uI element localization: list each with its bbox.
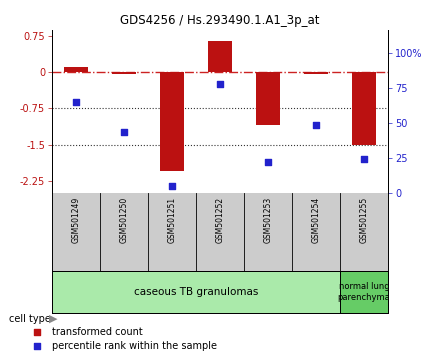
Text: GSM501255: GSM501255: [359, 197, 369, 243]
Point: [73, 99, 80, 105]
Bar: [340, 271, 388, 313]
Point: [264, 159, 271, 165]
Bar: [256, 72, 280, 125]
Text: GSM501249: GSM501249: [71, 197, 80, 243]
Text: GSM501254: GSM501254: [311, 197, 320, 243]
Bar: [352, 72, 376, 145]
Text: GSM501253: GSM501253: [264, 197, 273, 243]
Point: [33, 343, 40, 349]
Text: ▶: ▶: [49, 314, 58, 324]
Bar: [52, 271, 340, 313]
Point: [120, 129, 127, 135]
Text: transformed count: transformed count: [52, 327, 142, 337]
Point: [169, 183, 175, 189]
Bar: [208, 41, 232, 72]
Point: [33, 329, 40, 335]
Point: [217, 81, 224, 87]
Text: caseous TB granulomas: caseous TB granulomas: [134, 287, 258, 297]
Point: [361, 156, 368, 162]
Text: cell type: cell type: [9, 314, 50, 324]
Point: [313, 122, 319, 127]
Bar: [304, 72, 328, 74]
Text: GSM501250: GSM501250: [120, 197, 129, 243]
Bar: [64, 67, 88, 72]
Text: normal lung
parenchyma: normal lung parenchyma: [338, 282, 390, 302]
Title: GDS4256 / Hs.293490.1.A1_3p_at: GDS4256 / Hs.293490.1.A1_3p_at: [120, 15, 320, 28]
Text: GSM501252: GSM501252: [215, 197, 224, 243]
Bar: [112, 72, 136, 74]
Bar: [160, 72, 184, 171]
Text: percentile rank within the sample: percentile rank within the sample: [52, 341, 217, 351]
Text: GSM501251: GSM501251: [168, 197, 176, 243]
